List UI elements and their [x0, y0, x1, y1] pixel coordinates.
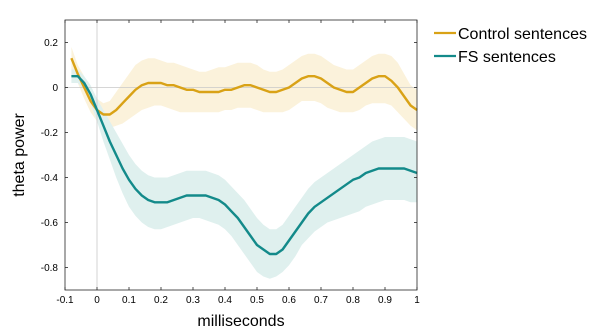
- confidence-bands: [71, 47, 418, 279]
- plot-frame: [64, 19, 418, 291]
- x-tick-label: 0.7: [314, 295, 328, 306]
- legend: Control sentences FS sentences: [434, 26, 587, 66]
- x-tick-label: 0.6: [282, 295, 296, 306]
- legend-label-control-sentences: Control sentences: [458, 26, 587, 43]
- x-tick-label: -0.1: [56, 295, 74, 306]
- y-tick-label: 0.2: [44, 38, 58, 49]
- fs-sentences-confidence-band: [71, 69, 418, 279]
- control-sentences-line: [70, 57, 418, 116]
- legend-label-fs-sentences: FS sentences: [458, 49, 556, 66]
- fs-sentences-line: [71, 75, 418, 256]
- x-tick-label: 0.3: [186, 295, 200, 306]
- series-lines: [70, 57, 418, 256]
- x-tick-label: 0.5: [250, 295, 264, 306]
- y-axis-title: theta power: [11, 113, 28, 197]
- y-tick-label: -0.8: [41, 263, 59, 274]
- x-tick-label: 0: [94, 295, 100, 306]
- y-tick-label: -0.4: [41, 173, 59, 184]
- x-axis-title: milliseconds: [197, 313, 284, 330]
- x-tick-label: 0.8: [346, 295, 360, 306]
- x-tick-label: 0.4: [218, 295, 232, 306]
- x-axis-ticks: -0.1 0 0.1 0.2 0.3 0.4 0.5 0.6 0.7 0.8 0.9 1: [56, 20, 420, 306]
- x-tick-label: 0.2: [154, 295, 168, 306]
- x-tick-label: 0.1: [122, 295, 136, 306]
- y-tick-label: -0.6: [41, 218, 59, 229]
- x-tick-label: 1: [414, 295, 420, 306]
- y-tick-label: -0.2: [41, 128, 59, 139]
- control-sentences-confidence-band: [71, 47, 418, 131]
- y-axis-ticks: 0.2 0 -0.2 -0.4 -0.6 -0.8: [41, 38, 417, 274]
- y-tick-label: 0: [52, 83, 58, 94]
- x-tick-label: 0.9: [378, 295, 392, 306]
